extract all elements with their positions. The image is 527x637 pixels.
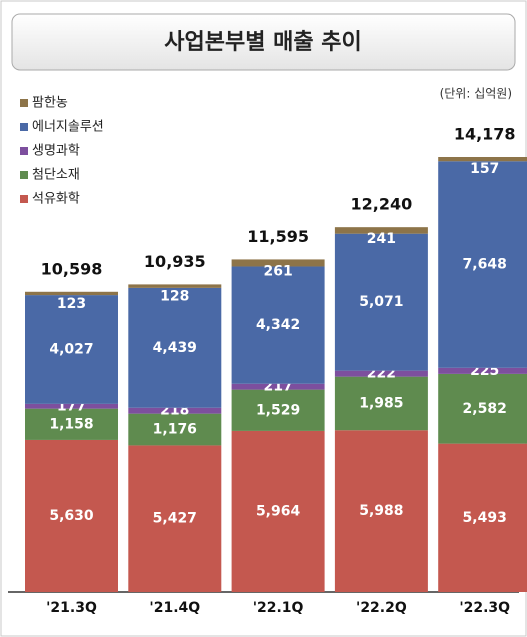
- unit-note: (단위: 십억원): [440, 87, 512, 101]
- bar-segment: [128, 445, 222, 592]
- legend-swatch: [20, 171, 28, 179]
- bar-segment: [334, 430, 428, 592]
- bar-segment: [128, 284, 222, 288]
- segment-label: 4,342: [256, 317, 300, 333]
- x-tick-label: '22.1Q: [253, 600, 304, 616]
- segment-label: 5,964: [256, 503, 301, 519]
- bar-segment: [231, 383, 325, 390]
- bar-segment: [438, 373, 527, 444]
- total-label: 12,240: [351, 195, 413, 214]
- x-tick-label: '21.3Q: [46, 600, 97, 616]
- segment-label: 1,985: [359, 395, 403, 411]
- bar-segment: [334, 376, 428, 431]
- x-tick-label: '22.3Q: [459, 600, 510, 616]
- legend-label: 에너지솔루션: [32, 120, 104, 135]
- bar-segment: [25, 291, 118, 296]
- legend-label: 첨단소재: [32, 168, 80, 183]
- legend-label: 생명과학: [32, 144, 80, 159]
- bar-segment: [25, 403, 118, 409]
- bar-segment: [334, 370, 428, 377]
- segment-label: 1,176: [153, 422, 197, 438]
- bar-segment: [438, 443, 527, 592]
- legend-swatch: [20, 123, 28, 131]
- segment-label: 123: [57, 296, 86, 312]
- segment-label: 1,529: [256, 402, 300, 418]
- segment-label: 5,630: [49, 508, 94, 524]
- legend-label: 팜한농: [32, 96, 68, 111]
- bar-segment: [25, 439, 118, 592]
- bar-segment: [231, 430, 325, 592]
- bar-segment: [438, 367, 527, 374]
- total-label: 14,178: [454, 125, 516, 144]
- x-tick-label: '22.2Q: [356, 600, 407, 616]
- bar-segment: [438, 161, 527, 368]
- bar-segment: [25, 295, 118, 404]
- total-label: 10,598: [41, 259, 103, 278]
- bar-segment: [128, 407, 222, 414]
- title-box: [11, 13, 516, 71]
- segment-label: 157: [470, 161, 499, 177]
- segment-label: 4,027: [49, 341, 93, 357]
- bar-segment: [231, 266, 325, 384]
- total-label: 11,595: [247, 227, 309, 246]
- segment-label: 5,493: [463, 510, 507, 526]
- segment-label: 7,648: [463, 257, 507, 273]
- segment-label: 4,439: [153, 340, 197, 356]
- bar-segment: [231, 259, 325, 267]
- segment-label: 5,988: [359, 503, 403, 519]
- x-tick-label: '21.4Q: [149, 600, 200, 616]
- legend-swatch: [20, 99, 28, 107]
- legend-swatch: [20, 195, 28, 203]
- segment-label: 261: [263, 263, 292, 279]
- legend-label: 석유화학: [32, 192, 80, 207]
- segment-label: 128: [160, 288, 189, 304]
- bar-segment: [438, 157, 527, 162]
- segment-label: 1,158: [49, 416, 93, 432]
- chart-title: 사업본부별 매출 추이: [164, 30, 361, 55]
- segment-label: 5,071: [359, 294, 403, 310]
- bar-segment: [128, 287, 222, 408]
- segment-label: 5,427: [153, 511, 197, 527]
- bar-segment: [334, 227, 428, 234]
- bar-segment: [128, 413, 222, 446]
- bar-segment: [231, 389, 325, 431]
- segment-label: 2,582: [463, 401, 507, 417]
- segment-label: 241: [367, 231, 396, 247]
- bar-segment: [334, 233, 428, 371]
- legend-swatch: [20, 147, 28, 155]
- bar-segment: [25, 408, 118, 440]
- total-label: 10,935: [144, 252, 206, 271]
